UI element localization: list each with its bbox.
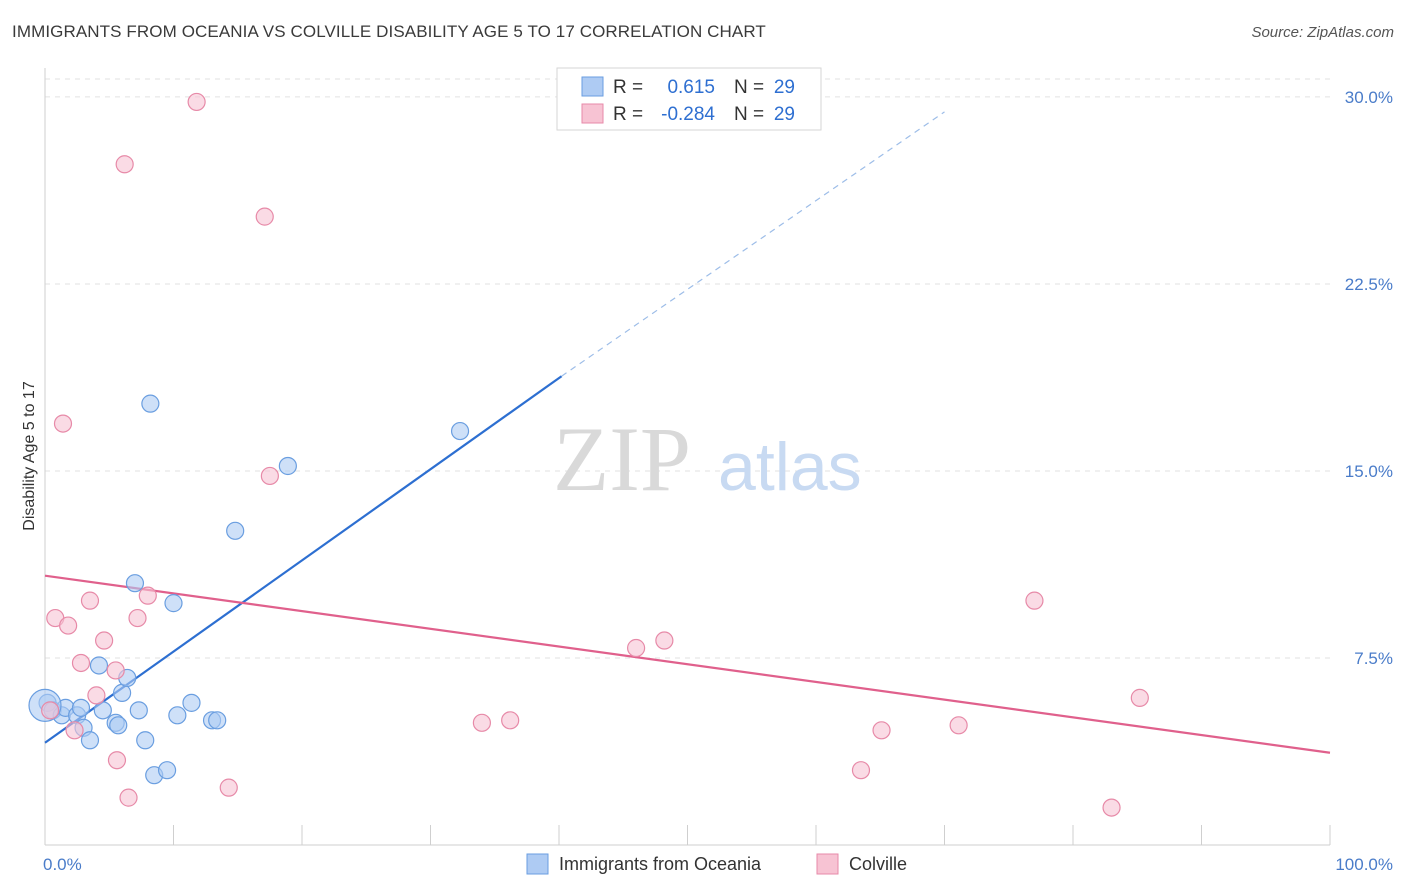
- data-point-oceania: [208, 711, 227, 730]
- y-tick-labels: 7.5% 15.0% 22.5% 30.0%: [1345, 88, 1393, 668]
- data-point-colville: [87, 686, 106, 705]
- trend-line-oceania-extension: [561, 111, 945, 377]
- data-point-colville: [655, 631, 674, 650]
- legend-swatch-pink: [581, 103, 604, 124]
- data-point-colville: [59, 616, 78, 635]
- data-point-colville: [501, 711, 520, 730]
- series-legend-swatch-pink: [816, 853, 839, 875]
- legend-n-label: N =: [734, 104, 764, 125]
- data-point-oceania: [109, 716, 128, 735]
- data-point-colville: [1102, 798, 1121, 817]
- data-point-colville: [872, 721, 891, 740]
- data-point-colville: [71, 653, 91, 673]
- legend-n-value: 29: [774, 77, 795, 98]
- grid-lines: [45, 78, 1330, 659]
- data-point-colville: [626, 638, 646, 658]
- data-point-oceania: [71, 698, 91, 717]
- data-point-colville: [106, 661, 125, 680]
- data-point-oceania: [129, 701, 148, 720]
- data-point-oceania: [80, 731, 100, 750]
- data-points: [28, 92, 1149, 817]
- data-point-oceania: [141, 394, 160, 413]
- data-point-colville: [1130, 688, 1149, 707]
- y-axis-label: Disability Age 5 to 17: [21, 381, 38, 531]
- watermark-zip: ZIP: [553, 408, 691, 510]
- data-point-colville: [41, 701, 60, 720]
- source-credit: Source: ZipAtlas.com: [1251, 24, 1394, 41]
- data-point-colville: [95, 631, 114, 650]
- legend-r-label: R =: [613, 77, 643, 98]
- series-legend-label: Colville: [849, 854, 907, 874]
- data-point-colville: [107, 751, 127, 770]
- data-point-oceania: [168, 706, 187, 725]
- data-point-colville: [53, 414, 73, 433]
- data-point-colville: [138, 586, 157, 605]
- data-point-colville: [472, 713, 491, 732]
- data-point-colville: [119, 788, 138, 807]
- stats-legend: R = 0.615 N = 29 R = -0.284 N = 29: [556, 67, 822, 131]
- legend-r-label: R =: [613, 104, 643, 125]
- watermark: ZIP atlas: [553, 408, 862, 510]
- series-legend: Immigrants from Oceania Colville: [526, 853, 907, 875]
- x-tick-label-min: 0.0%: [43, 855, 82, 874]
- series-legend-swatch-blue: [526, 853, 549, 875]
- legend-n-label: N =: [734, 77, 764, 98]
- data-point-oceania: [93, 701, 112, 720]
- data-point-colville: [115, 155, 134, 174]
- data-point-colville: [187, 92, 206, 112]
- legend-r-value: 0.615: [667, 77, 715, 98]
- data-point-oceania: [182, 693, 201, 712]
- data-point-oceania: [125, 574, 145, 593]
- data-point-colville: [80, 591, 100, 610]
- data-point-oceania: [226, 521, 245, 540]
- y-tick-label: 15.0%: [1345, 462, 1393, 481]
- y-tick-label: 22.5%: [1345, 275, 1393, 294]
- data-point-colville: [260, 466, 279, 486]
- chart-title: IMMIGRANTS FROM OCEANIA VS COLVILLE DISA…: [12, 22, 766, 41]
- x-tick-label-max: 100.0%: [1335, 855, 1393, 874]
- data-point-oceania: [450, 421, 470, 441]
- y-tick-label: 7.5%: [1354, 649, 1393, 668]
- legend-swatch-blue: [581, 76, 604, 97]
- series-legend-label: Immigrants from Oceania: [559, 854, 762, 874]
- watermark-atlas: atlas: [718, 429, 862, 505]
- data-point-colville: [255, 207, 274, 226]
- data-point-colville: [851, 761, 871, 780]
- data-point-colville: [1025, 591, 1044, 610]
- y-tick-label: 30.0%: [1345, 88, 1393, 107]
- data-point-colville: [65, 721, 84, 740]
- data-point-colville: [219, 778, 238, 797]
- data-point-oceania: [157, 761, 177, 780]
- data-point-oceania: [89, 656, 109, 675]
- trend-line-colville: [44, 574, 1331, 754]
- data-point-oceania: [278, 456, 297, 476]
- legend-r-value: -0.284: [661, 104, 715, 125]
- data-point-oceania: [136, 731, 155, 750]
- data-point-colville: [128, 608, 147, 628]
- data-point-colville: [949, 716, 968, 735]
- legend-n-value: 29: [774, 104, 795, 125]
- data-point-oceania: [164, 594, 183, 613]
